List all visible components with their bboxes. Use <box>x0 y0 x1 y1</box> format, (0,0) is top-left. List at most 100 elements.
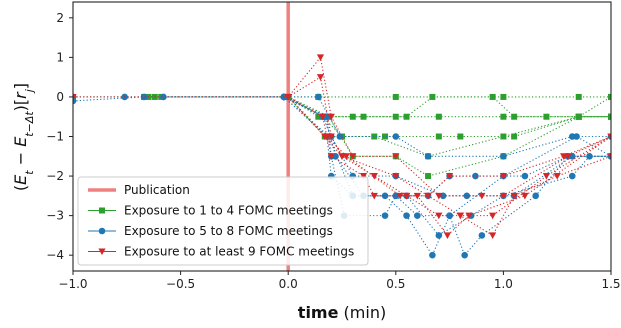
series-1-point <box>543 113 550 120</box>
series-3-point <box>396 192 404 200</box>
series-1-point <box>382 133 389 140</box>
series-3-point <box>607 133 611 141</box>
series-2-point <box>73 97 77 105</box>
y-axis-title: (Et − Et−Δt)[rj] <box>11 83 36 191</box>
series-3-point <box>424 192 432 200</box>
series-2-point <box>424 152 432 160</box>
legend-swatch-marker <box>98 248 106 256</box>
x-axis-title-unit: (min) <box>338 303 386 322</box>
legend-swatch-marker <box>99 207 105 214</box>
series-2-point <box>586 152 593 160</box>
series-3-track-2 <box>287 76 611 217</box>
x-tick-label: −0.5 <box>166 277 195 291</box>
series-3-point <box>446 173 454 180</box>
x-tick-label: 1.0 <box>494 277 513 291</box>
series-2-point <box>478 232 486 239</box>
series-2-point <box>521 172 529 180</box>
series-2-track-6 <box>283 96 611 237</box>
series-2-point <box>463 192 471 200</box>
series-1-track-3 <box>144 96 611 138</box>
x-tick-label: 0.0 <box>279 277 298 291</box>
series-1-track-6 <box>287 96 611 118</box>
series-1-point <box>511 133 518 140</box>
series-1-point <box>435 133 442 140</box>
series-1-track-4 <box>161 96 611 157</box>
series-2-point <box>532 192 539 200</box>
series-2-point <box>429 251 436 259</box>
legend-item: Exposure to at least 9 FOMC meetings <box>88 245 354 259</box>
y-tick-label: −2 <box>46 169 64 183</box>
y-axis: 2 1 0 −1 −2 −3 −4 <box>46 11 73 262</box>
series-3-point <box>607 153 611 160</box>
series-3-point <box>327 153 335 160</box>
series-1-point <box>435 113 442 120</box>
series-1-point <box>500 113 507 120</box>
legend-label: Exposure to at least 9 FOMC meetings <box>124 245 354 259</box>
series-1-point <box>457 133 464 140</box>
series-1-point <box>500 93 507 100</box>
series-1-track-2 <box>154 96 611 118</box>
series-2-point <box>573 133 580 140</box>
series-3-point <box>489 232 497 239</box>
series-2-point <box>392 133 400 140</box>
series-2-point <box>461 251 468 259</box>
y-axis-title-part: ( <box>11 185 30 191</box>
y-axis-title-part: t−Δt <box>23 111 36 137</box>
series-3-point <box>316 74 325 81</box>
series-2-point <box>160 93 167 101</box>
y-axis-title-part: t <box>23 170 36 175</box>
series-3-point <box>359 173 368 180</box>
series-1-point <box>360 113 367 120</box>
legend-item: Publication <box>88 183 190 197</box>
series-1-point <box>575 93 582 100</box>
y-tick-label: −4 <box>46 248 64 262</box>
y-axis-title-part: )[ <box>11 99 30 111</box>
series-3-track-3 <box>287 96 611 237</box>
series-2-point <box>315 93 322 101</box>
series-3-point <box>316 54 325 61</box>
legend-label: Exposure to 5 to 8 FOMC meetings <box>124 224 333 238</box>
series-2-track-1 <box>73 96 611 157</box>
series-3-point <box>443 232 452 239</box>
series-3-point <box>319 113 327 121</box>
y-axis-title-part: ] <box>11 83 30 89</box>
series-3-point <box>560 153 568 160</box>
x-axis: −1.0 −0.5 0.0 0.5 1.0 1.5 <box>58 271 621 291</box>
series-3-point <box>284 93 292 101</box>
series-2-point <box>403 212 410 219</box>
series-3-point <box>370 192 378 200</box>
y-axis-title-part: E <box>11 174 30 185</box>
series-3-point <box>327 113 335 121</box>
y-tick-label: 1 <box>56 50 64 64</box>
series-2-point <box>568 172 576 180</box>
series-1-point <box>608 113 611 120</box>
series-3-point <box>489 212 497 220</box>
legend-box <box>77 176 369 266</box>
legend-label: Publication <box>124 183 190 197</box>
series-3-point <box>349 153 357 160</box>
series-2-point <box>472 172 479 180</box>
series-layer <box>73 54 611 259</box>
series-1-point <box>608 93 611 100</box>
x-axis-title: time (min) <box>298 303 386 322</box>
series-3-point <box>499 173 507 180</box>
legend-item: Exposure to 5 to 8 FOMC meetings <box>88 224 333 238</box>
legend-swatch-marker <box>98 227 106 235</box>
y-tick-label: −1 <box>46 130 64 144</box>
legend-item: Exposure to 1 to 4 FOMC meetings <box>88 204 333 218</box>
series-3-point <box>456 212 464 220</box>
series-1-track-5 <box>287 96 611 177</box>
series-2-point <box>435 232 443 239</box>
y-axis-title-part: r <box>11 91 30 99</box>
series-1-point <box>315 113 322 120</box>
y-axis-title-part: E <box>11 136 30 147</box>
y-axis-title-part: j <box>23 88 36 94</box>
series-3-point <box>73 93 77 101</box>
series-3-point <box>499 192 507 200</box>
series-2-point <box>381 212 389 219</box>
series-1-point <box>403 113 410 120</box>
series-2-point <box>414 212 421 219</box>
series-3-track-1 <box>73 56 611 197</box>
series-3-point <box>342 153 350 160</box>
